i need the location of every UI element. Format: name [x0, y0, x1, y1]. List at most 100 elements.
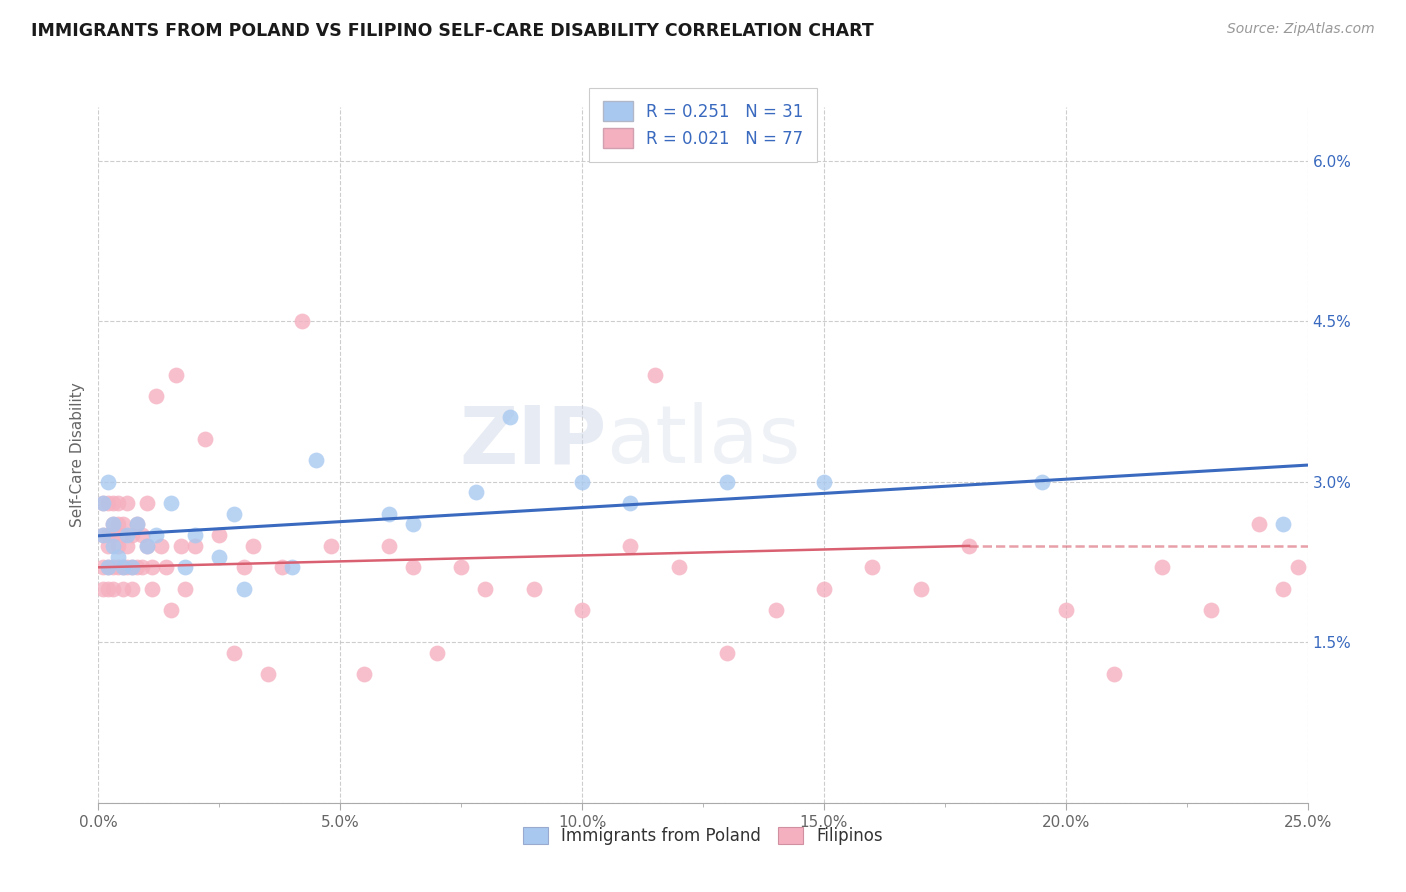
Point — [117, 528, 139, 542]
Point — [716, 646, 738, 660]
Point — [127, 560, 149, 574]
Point — [111, 517, 134, 532]
Point — [353, 667, 375, 681]
Point — [208, 549, 231, 564]
Point — [184, 528, 207, 542]
Point — [131, 560, 153, 574]
Point — [107, 549, 129, 564]
Point — [101, 560, 124, 574]
Text: ZIP: ZIP — [458, 402, 606, 480]
Point — [256, 667, 278, 681]
Point — [150, 539, 173, 553]
Point — [1249, 517, 1271, 532]
Point — [1031, 475, 1053, 489]
Point — [208, 528, 231, 542]
Point — [619, 496, 641, 510]
Point — [860, 560, 883, 574]
Point — [232, 582, 254, 596]
Point — [222, 507, 245, 521]
Point — [91, 496, 114, 510]
Point — [165, 368, 187, 382]
Point — [194, 432, 217, 446]
Point — [127, 517, 149, 532]
Point — [571, 475, 593, 489]
Point — [101, 528, 124, 542]
Point — [121, 560, 143, 574]
Point — [174, 582, 197, 596]
Point — [91, 582, 114, 596]
Y-axis label: Self-Care Disability: Self-Care Disability — [69, 383, 84, 527]
Point — [141, 560, 163, 574]
Text: atlas: atlas — [606, 402, 800, 480]
Point — [571, 603, 593, 617]
Point — [474, 582, 496, 596]
Point — [101, 517, 124, 532]
Point — [668, 560, 690, 574]
Point — [101, 539, 124, 553]
Point — [121, 582, 143, 596]
Point — [281, 560, 304, 574]
Point — [117, 560, 139, 574]
Point — [117, 539, 139, 553]
Point — [141, 582, 163, 596]
Point — [271, 560, 294, 574]
Point — [135, 539, 157, 553]
Point — [91, 528, 114, 542]
Point — [716, 475, 738, 489]
Point — [107, 496, 129, 510]
Point — [145, 528, 167, 542]
Point — [127, 517, 149, 532]
Point — [523, 582, 546, 596]
Point — [377, 507, 399, 521]
Point — [160, 603, 183, 617]
Point — [232, 560, 254, 574]
Point — [97, 496, 120, 510]
Point — [1272, 582, 1295, 596]
Point — [184, 539, 207, 553]
Point — [91, 560, 114, 574]
Point — [107, 560, 129, 574]
Point — [1152, 560, 1174, 574]
Point — [117, 496, 139, 510]
Point — [222, 646, 245, 660]
Point — [155, 560, 177, 574]
Point — [107, 539, 129, 553]
Point — [111, 560, 134, 574]
Point — [97, 528, 120, 542]
Point — [290, 314, 312, 328]
Point — [1054, 603, 1077, 617]
Point — [305, 453, 328, 467]
Point — [813, 582, 835, 596]
Point — [319, 539, 342, 553]
Text: Source: ZipAtlas.com: Source: ZipAtlas.com — [1227, 22, 1375, 37]
Point — [377, 539, 399, 553]
Point — [97, 560, 120, 574]
Point — [498, 410, 520, 425]
Point — [242, 539, 264, 553]
Point — [619, 539, 641, 553]
Point — [107, 517, 129, 532]
Point — [97, 582, 120, 596]
Point — [174, 560, 197, 574]
Point — [101, 582, 124, 596]
Point — [97, 475, 120, 489]
Point — [957, 539, 980, 553]
Point — [135, 496, 157, 510]
Point — [111, 560, 134, 574]
Point — [135, 539, 157, 553]
Legend: Immigrants from Poland, Filipinos: Immigrants from Poland, Filipinos — [515, 819, 891, 854]
Point — [402, 517, 425, 532]
Point — [464, 485, 486, 500]
Point — [97, 539, 120, 553]
Point — [111, 528, 134, 542]
Point — [402, 560, 425, 574]
Point — [426, 646, 449, 660]
Point — [169, 539, 191, 553]
Point — [1286, 560, 1309, 574]
Point — [910, 582, 932, 596]
Point — [1199, 603, 1222, 617]
Point — [644, 368, 666, 382]
Text: IMMIGRANTS FROM POLAND VS FILIPINO SELF-CARE DISABILITY CORRELATION CHART: IMMIGRANTS FROM POLAND VS FILIPINO SELF-… — [31, 22, 873, 40]
Point — [160, 496, 183, 510]
Point — [450, 560, 472, 574]
